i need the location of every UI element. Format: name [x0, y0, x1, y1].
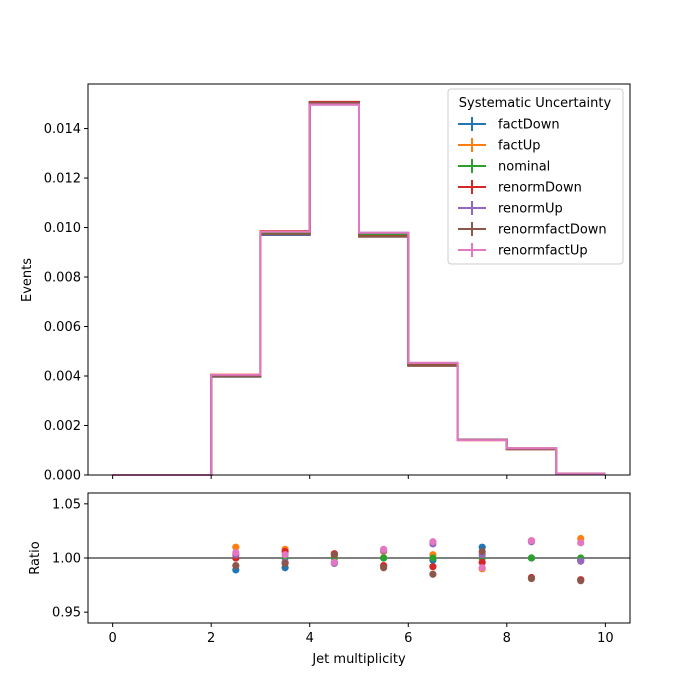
- ratio-x-ticks: 0 2 4 6 8 10: [108, 623, 614, 646]
- ratio-point-renormfactDown: [527, 574, 536, 583]
- legend-title: Systematic Uncertainty: [459, 96, 612, 111]
- ratio-point-renormDown: [429, 563, 437, 571]
- ratio-points-group: [232, 534, 585, 585]
- ratio-y-tick-label: 1.05: [52, 497, 81, 512]
- main-y-tick-label: 0.006: [44, 320, 81, 335]
- legend-item-renormfactUp: renormfactUp: [458, 243, 588, 259]
- legend-items: factDown factUp nominal renormDown renormUp r…: [458, 117, 607, 259]
- main-y-axis-label: Events: [20, 258, 35, 302]
- x-tick-label: 0: [108, 631, 116, 646]
- ratio-y-axis-label: Ratio: [28, 541, 43, 574]
- legend-label: factDown: [498, 118, 560, 133]
- x-tick-label: 8: [503, 631, 511, 646]
- main-y-tick-label: 0.000: [44, 469, 81, 484]
- legend-label: renormDown: [498, 181, 582, 196]
- legend: Systematic Uncertainty factDown factUp nom…: [447, 88, 624, 265]
- legend-item-renormfactDown: renormfactDown: [458, 222, 607, 238]
- legend-label: renormfactUp: [498, 244, 588, 259]
- ratio-point-factUp: [232, 543, 240, 551]
- legend-label: renormfactDown: [498, 223, 607, 238]
- main-y-ticks: 0.000 0.002 0.004 0.006 0.008 0.010 0.012 0.014: [44, 122, 88, 484]
- legend-frame: [447, 88, 624, 265]
- main-plot-frame: [87, 83, 631, 476]
- ratio-point-renormfactDown: [429, 570, 437, 578]
- x-tick-label: 2: [207, 631, 215, 646]
- ratio-point-renormfactUp: [232, 548, 240, 557]
- x-tick-label: 6: [404, 631, 412, 646]
- ratio-point-renormfactUp: [330, 558, 338, 566]
- ratio-point-renormUp: [577, 557, 585, 565]
- legend-item-renormUp: renormUp: [458, 201, 563, 217]
- ratio-point-renormfactDown: [380, 564, 388, 572]
- ratio-point-renormfactUp: [527, 537, 536, 545]
- ratio-point-nominal: [527, 554, 536, 562]
- ratio-y-ticks: 0.95 1.00 1.05: [52, 497, 88, 621]
- legend-label: renormUp: [498, 202, 563, 217]
- legend-item-factDown: factDown: [458, 117, 560, 133]
- main-x-ticks: [112, 475, 606, 479]
- legend-item-factUp: factUp: [458, 138, 541, 154]
- histogram-renormfactUp: [112, 103, 606, 476]
- ratio-point-renormfactUp: [478, 564, 486, 572]
- main-y-tick-label: 0.014: [44, 122, 81, 137]
- ratio-point-renormfactDown: [330, 551, 338, 559]
- ratio-y-tick-label: 0.95: [52, 606, 81, 621]
- ratio-point-renormfactUp: [281, 551, 289, 559]
- main-y-tick-label: 0.004: [44, 370, 81, 385]
- ratio-point-renormfactDown: [478, 547, 486, 556]
- main-y-tick-label: 0.002: [44, 419, 81, 434]
- ratio-point-renormfactDown: [281, 559, 289, 568]
- ratio-y-tick-label: 1.00: [52, 552, 81, 567]
- x-tick-label: 10: [597, 631, 614, 646]
- ratio-point-nominal: [429, 554, 437, 562]
- legend-label: nominal: [498, 160, 550, 175]
- ratio-point-renormfactUp: [380, 545, 388, 553]
- x-axis-label: Jet multiplicity: [311, 652, 406, 667]
- legend-item-renormDown: renormDown: [458, 180, 582, 196]
- ratio-point-renormfactDown: [232, 561, 240, 570]
- ratio-point-renormfactUp: [577, 539, 585, 547]
- ratio-point-renormfactDown: [577, 577, 585, 585]
- ratio-point-renormfactUp: [429, 538, 437, 546]
- x-tick-label: 4: [306, 631, 314, 646]
- ratio-point-nominal: [380, 554, 388, 562]
- legend-label: factUp: [498, 139, 541, 154]
- legend-item-nominal: nominal: [458, 159, 550, 175]
- main-y-tick-label: 0.012: [44, 172, 81, 187]
- main-series-group: [112, 100, 606, 476]
- main-y-tick-label: 0.008: [44, 271, 81, 286]
- ratio-point-renormDown: [478, 558, 486, 566]
- ratio-panel: 0.95 1.00 1.05 0 2 4 6 8 10 Ratio Jet multiplic…: [28, 492, 631, 667]
- main-y-tick-label: 0.010: [44, 221, 81, 236]
